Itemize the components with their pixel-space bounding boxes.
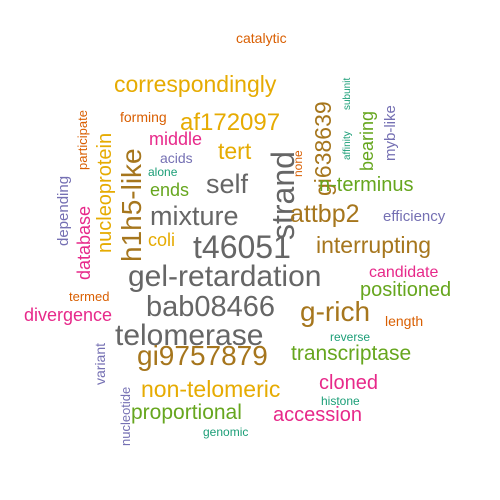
- word-none: none: [291, 150, 305, 177]
- word-affinity: affinity: [342, 131, 353, 160]
- word-bearing: bearing: [357, 111, 377, 171]
- word-h1h5-like: h1h5-like: [116, 148, 147, 262]
- word-myb-like: myb-like: [382, 105, 399, 161]
- word-strand: strand: [265, 151, 301, 240]
- word-bab08466: bab08466: [146, 291, 275, 323]
- word-reverse: reverse: [330, 330, 370, 344]
- word-gi9757879: gi9757879: [137, 340, 268, 371]
- word-termed: termed: [69, 289, 109, 304]
- word-gel-retardation: gel-retardation: [128, 260, 321, 293]
- word-gi638639: gi638639: [310, 101, 336, 196]
- word-interrupting: interrupting: [316, 232, 431, 258]
- word-positioned: positioned: [360, 279, 451, 301]
- word-mixture: mixture: [150, 201, 239, 231]
- word-divergence: divergence: [24, 305, 112, 325]
- word-forming: forming: [120, 109, 167, 125]
- word-nucleotide: nucleotide: [118, 387, 133, 446]
- word-g-rich: g-rich: [300, 296, 370, 327]
- word-coli: coli: [148, 230, 175, 250]
- word-histone: histone: [321, 394, 360, 408]
- word-length: length: [385, 313, 423, 329]
- word-n-terminus: n-terminus: [319, 174, 413, 196]
- word-database: database: [74, 206, 94, 280]
- word-alone: alone: [148, 165, 178, 179]
- word-tert: tert: [218, 138, 252, 164]
- word-cloned: cloned: [319, 372, 378, 394]
- word-transcriptase: transcriptase: [291, 342, 411, 365]
- word-catalytic: catalytic: [236, 30, 287, 46]
- word-proportional: proportional: [131, 401, 242, 424]
- word-af172097: af172097: [180, 109, 280, 136]
- word-nucleoprotein: nucleoprotein: [94, 133, 116, 253]
- word-accession: accession: [273, 404, 362, 426]
- word-genomic: genomic: [203, 425, 248, 439]
- word-attbp2: attbp2: [290, 200, 360, 228]
- word-correspondingly: correspondingly: [114, 71, 277, 97]
- word-middle: middle: [149, 129, 202, 149]
- word-participate: participate: [75, 110, 90, 170]
- word-t46051: t46051: [193, 229, 291, 265]
- word-depending: depending: [55, 176, 72, 246]
- word-acids: acids: [160, 150, 193, 166]
- word-candidate: candidate: [369, 264, 438, 281]
- word-telomerase: telomerase: [115, 319, 263, 352]
- word-efficiency: efficiency: [383, 208, 446, 225]
- word-non-telomeric: non-telomeric: [141, 376, 280, 402]
- word-self: self: [206, 169, 249, 199]
- word-subunit: subunit: [342, 78, 353, 110]
- word-ends: ends: [150, 180, 189, 200]
- word-variant: variant: [92, 343, 108, 385]
